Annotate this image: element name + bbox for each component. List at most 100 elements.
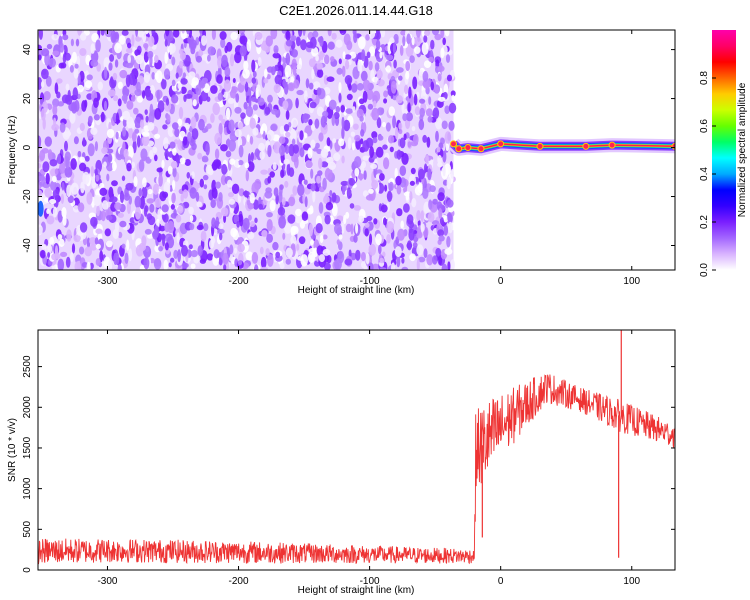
noise-blob [395,127,399,140]
noise-blob [298,236,306,245]
noise-blob [264,106,271,116]
noise-blob [190,263,196,269]
noise-blob [109,196,118,203]
noise-blob [95,228,103,234]
noise-blob [90,216,98,227]
noise-blob [247,231,255,240]
noise-blob [254,217,258,224]
noise-blob [79,234,84,241]
noise-blob [302,193,306,204]
noise-blob [438,96,446,102]
noise-blob [372,90,381,102]
noise-blob [389,146,394,153]
noise-blob [158,174,163,187]
signal-ridge-point [582,142,590,150]
noise-blob [380,204,388,213]
noise-blob [215,181,221,189]
noise-blob [285,131,291,138]
noise-blob [95,174,100,182]
noise-blob [371,131,378,139]
noise-blob [220,144,228,152]
edge-artifact [38,200,44,217]
noise-blob [221,163,228,175]
noise-blob [243,101,248,110]
noise-blob [346,187,352,200]
noise-blob [260,266,269,270]
noise-blob [427,168,432,181]
noise-blob [434,86,439,94]
noise-blob [354,156,362,168]
noise-blob [57,234,63,240]
noise-blob [224,45,228,54]
noise-blob [446,74,453,82]
noise-blob [174,128,180,138]
noise-blob [254,178,262,190]
noise-blob [176,232,180,244]
noise-blob [287,214,296,224]
noise-blob [290,225,299,235]
noise-blob [366,89,374,101]
noise-blob [351,142,355,151]
noise-blob [59,122,66,133]
noise-blob [173,30,180,38]
noise-blob [279,262,285,269]
noise-blob [436,201,443,210]
noise-blob [172,166,177,178]
noise-blob [323,262,331,270]
noise-blob [446,176,451,190]
noise-blob [130,122,136,128]
noise-blob [296,89,304,96]
noise-blob [416,258,420,270]
noise-blob [79,246,85,255]
noise-blob [173,208,177,217]
noise-blob [411,198,417,208]
y-tick-label: 500 [22,521,33,538]
noise-blob [211,187,218,199]
noise-blob [146,198,155,204]
noise-blob [171,94,179,104]
noise-blob [316,87,322,96]
noise-blob [199,80,206,89]
noise-blob [171,56,176,66]
noise-blob [285,258,291,265]
noise-blob [409,180,415,186]
noise-blob [143,206,148,217]
noise-blob [148,111,155,125]
noise-blob [375,146,384,158]
noise-blob [93,195,102,207]
noise-blob [371,179,379,190]
noise-blob [167,165,173,175]
noise-blob [122,118,127,127]
colorbar-label: Normalized spectral amplitude [737,82,748,217]
noise-blob [239,35,248,45]
noise-blob [147,233,154,239]
noise-blob [328,161,336,170]
noise-blob [113,95,119,102]
noise-blob [288,196,296,207]
noise-blob [40,108,46,121]
noise-blob [421,41,429,55]
noise-blob [316,68,324,78]
noise-blob [167,126,175,137]
noise-blob [265,35,273,47]
noise-blob [443,83,449,95]
noise-blob [437,73,442,82]
noise-blob [119,220,127,228]
noise-blob [375,30,380,35]
y-tick-label: 0 [22,144,33,150]
noise-blob [422,187,429,199]
noise-blob [430,39,435,50]
noise-blob [217,223,224,230]
noise-blob [234,129,242,138]
noise-blob [362,155,370,161]
noise-blob [107,89,116,97]
noise-blob [296,243,300,251]
noise-blob [247,161,255,173]
noise-blob [263,78,269,84]
noise-blob [191,171,195,180]
noise-blob [42,161,50,173]
snr-x-axis-label: Height of straight line (km) [298,585,415,596]
noise-blob [171,79,176,87]
noise-blob [230,227,238,238]
noise-blob [227,179,233,188]
